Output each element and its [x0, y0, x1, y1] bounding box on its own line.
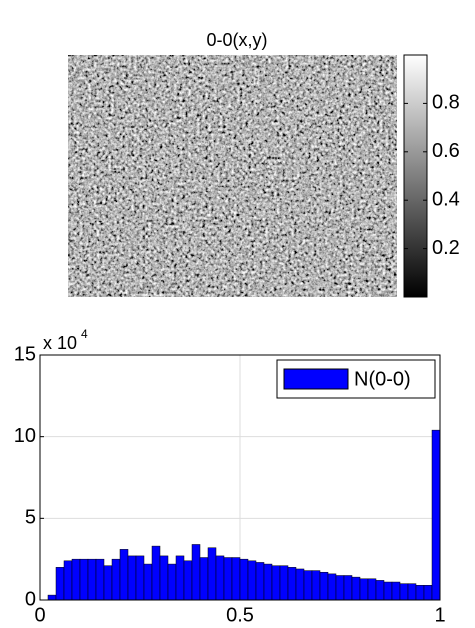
histogram-bar: [119, 549, 129, 601]
histogram-bar: [327, 573, 337, 601]
histogram-bar: [311, 570, 321, 601]
histogram-bar: [135, 555, 145, 601]
legend-label: N(0-0): [354, 368, 411, 390]
histogram-bar: [407, 583, 417, 601]
legend-swatch: [283, 368, 349, 390]
histogram-bar: [159, 555, 169, 601]
y-multiplier: x 10: [43, 333, 77, 353]
histogram-bar: [255, 562, 265, 601]
histogram-bar: [263, 563, 273, 601]
histogram-bar: [359, 578, 369, 601]
histogram-bar: [303, 570, 313, 601]
histogram-bar: [175, 555, 185, 601]
histogram-bar: [247, 560, 257, 601]
histogram-bar: [383, 581, 393, 601]
histogram-bar: [335, 575, 345, 601]
histogram-bar: [127, 555, 137, 601]
histogram-bar: [47, 594, 57, 601]
colorbar-tick-label: 0.2: [432, 237, 460, 259]
histogram-bar: [167, 563, 177, 601]
histogram-bar: [367, 578, 377, 601]
histogram-bar: [191, 544, 201, 601]
histogram-bar: [319, 571, 329, 601]
colorbar-tick-label: 0.6: [432, 140, 460, 162]
y-tick-label: 0: [25, 588, 36, 610]
image-title: 0-0(x,y): [206, 30, 267, 50]
histogram-bar: [71, 558, 81, 601]
x-tick-label: 1: [434, 604, 445, 626]
surface-image: [68, 55, 397, 297]
histogram-bar: [239, 558, 249, 601]
histogram-bar: [79, 558, 89, 601]
histogram-bar: [63, 560, 73, 601]
colorbar: [403, 54, 428, 298]
colorbar-tick-label: 0.8: [432, 92, 460, 114]
histogram-bar: [87, 558, 97, 601]
histogram-bar: [183, 560, 193, 601]
histogram-bar: [431, 429, 441, 601]
histogram-bar: [351, 576, 361, 601]
histogram-bar: [391, 581, 401, 601]
x-tick-label: 0: [34, 604, 45, 626]
histogram-bar: [111, 558, 121, 601]
histogram-bar: [423, 585, 433, 601]
histogram-bar: [207, 547, 217, 601]
histogram-bar: [103, 565, 113, 601]
histogram-bar: [375, 580, 385, 601]
colorbar-tick-label: 0.4: [432, 188, 460, 210]
histogram-bar: [55, 567, 65, 601]
histogram-bar: [271, 565, 281, 601]
y-tick-label: 15: [14, 343, 36, 365]
histogram-bar: [143, 563, 153, 601]
histogram-bar: [287, 567, 297, 601]
histogram-bar: [199, 557, 209, 601]
y-multiplier-exponent: 4: [81, 327, 88, 341]
x-tick-label: 0.5: [226, 604, 254, 626]
histogram-bar: [295, 568, 305, 601]
histogram-bar: [223, 557, 233, 601]
histogram-bar: [343, 575, 353, 601]
y-tick-label: 10: [14, 425, 36, 447]
histogram-bar: [95, 558, 105, 601]
histogram-bar: [415, 585, 425, 601]
histogram-bar: [231, 557, 241, 601]
histogram-bar: [151, 545, 161, 601]
y-tick-label: 5: [25, 507, 36, 529]
histogram-bar: [399, 583, 409, 601]
axes-box: [39, 354, 441, 601]
histogram-bar: [215, 555, 225, 601]
histogram-bar: [279, 565, 289, 601]
